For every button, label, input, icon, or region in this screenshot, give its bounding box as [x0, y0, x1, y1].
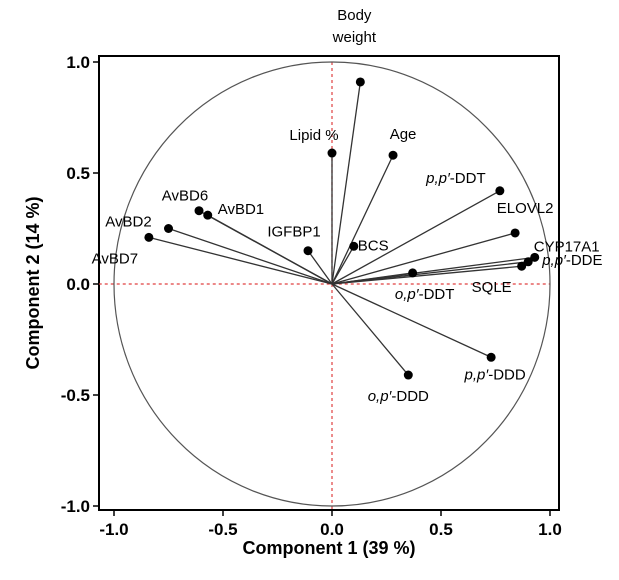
point-lipid	[327, 148, 337, 158]
label-igfbp1: IGFBP1	[267, 224, 320, 241]
label-o-p-ddt: o,p′-DDT	[395, 286, 455, 303]
y-tick-label: 0.5	[66, 164, 90, 183]
point-p-p-ddd	[486, 352, 496, 362]
point-body-weight	[355, 77, 365, 87]
vector-igfbp1	[307, 250, 333, 285]
label-p-p-dde: p,p′-DDE	[541, 252, 602, 269]
vector-age	[331, 154, 394, 285]
y-tick-label: 0.0	[66, 275, 90, 294]
label-cyp17a1: CYP17A1	[534, 238, 600, 255]
label-avbd1: AvBD1	[218, 201, 264, 218]
label-bcs: BCS	[358, 237, 389, 254]
vector-p-p-ddd	[331, 283, 492, 358]
label-p-p-ddt: p,p′-DDT	[425, 170, 486, 187]
x-tick-label: 0.0	[320, 520, 344, 539]
vector-elovl2	[331, 232, 516, 285]
vector-o-p-ddt	[331, 272, 413, 285]
point-p-p-dde	[523, 257, 533, 267]
unit-circle	[113, 61, 551, 507]
label-avbd2: AvBD2	[105, 214, 151, 231]
x-tick-label: 1.0	[538, 520, 562, 539]
label-sqle: SQLE	[472, 279, 512, 296]
x-tick-label: 0.5	[429, 520, 453, 539]
label-age: Age	[390, 126, 417, 143]
x-tick-label: -1.0	[99, 520, 128, 539]
vector-avbd1	[207, 214, 333, 285]
vector-p-p-ddt	[331, 190, 501, 285]
point-bcs	[349, 241, 359, 251]
label-p-p-ddd: p,p′-DDD	[464, 366, 526, 383]
point-o-p-ddd	[403, 370, 413, 380]
vector-avbd2	[168, 227, 333, 285]
point-age	[388, 150, 398, 160]
y-tick-label: -1.0	[61, 497, 90, 516]
point-sqle	[517, 261, 527, 271]
label-elovl2: ELOVL2	[497, 200, 554, 217]
y-tick-label: -0.5	[61, 386, 90, 405]
point-cyp17a1	[530, 252, 540, 262]
point-avbd1	[203, 210, 213, 220]
label-o-p-ddd: o,p′-DDD	[368, 388, 429, 405]
vector-bcs	[331, 245, 355, 285]
label-avbd6: AvBD6	[162, 188, 208, 205]
point-avbd2	[164, 224, 173, 233]
plot-frame	[98, 55, 560, 511]
vector-sqle	[331, 265, 522, 285]
x-axis-title: Component 1 (39 %)	[242, 538, 415, 558]
vector-o-p-ddd	[331, 283, 409, 376]
y-axis-title: Component 2 (14 %)	[23, 196, 43, 369]
vector-body-weight	[331, 81, 361, 285]
point-o-p-ddt	[408, 268, 418, 278]
point-avbd7	[144, 232, 154, 242]
label-avbd7: AvBD7	[92, 250, 138, 267]
point-p-p-ddt	[495, 186, 505, 196]
label-lipid: Lipid %	[289, 127, 338, 144]
y-tick-label: 1.0	[66, 53, 90, 72]
label-body-weight: Body weight	[332, 7, 377, 46]
vector-avbd7	[148, 236, 333, 285]
point-avbd6	[194, 206, 204, 216]
point-igfbp1	[303, 246, 313, 256]
x-tick-label: -0.5	[208, 520, 237, 539]
point-elovl2	[510, 228, 520, 238]
